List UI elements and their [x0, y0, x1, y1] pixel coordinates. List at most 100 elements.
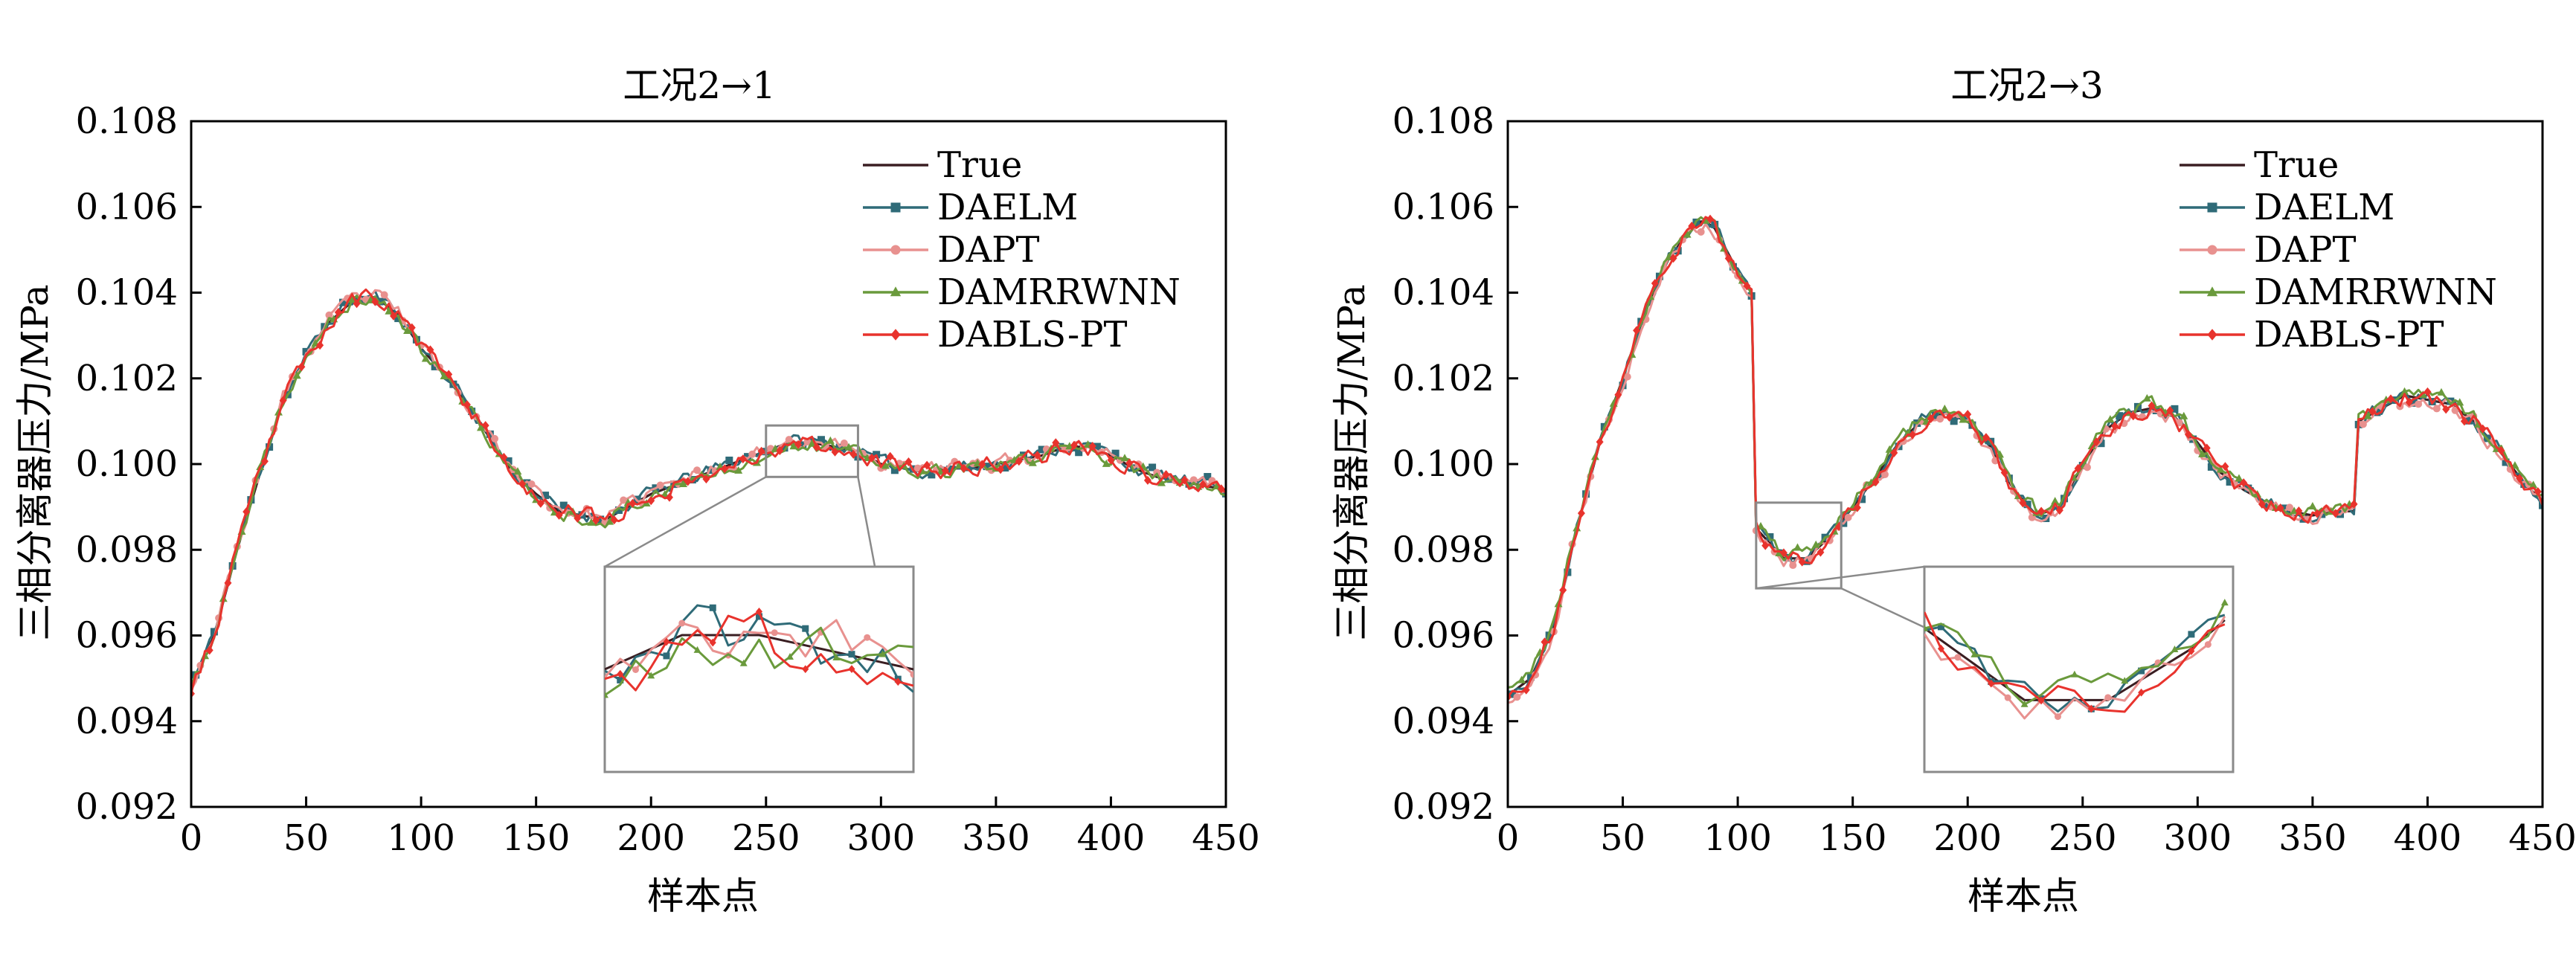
series-marker-dabls-pt	[1143, 475, 1152, 485]
inset-marker-dapt	[2104, 694, 2112, 701]
series-marker-dabls-pt	[298, 362, 306, 372]
inset-marker-dapt	[910, 671, 913, 678]
x-axis-label: 样本点	[647, 875, 759, 918]
series-marker-dabls-pt	[647, 496, 655, 506]
series-marker-daelm	[1526, 673, 1535, 681]
inset-marker-dabls-pt	[709, 638, 716, 647]
series-marker-dabls-pt	[2479, 424, 2487, 434]
series-marker-dabls-pt	[408, 323, 416, 332]
series-marker-daelm	[725, 457, 733, 465]
inset-marker-damrrwnn	[2220, 599, 2229, 606]
series-marker-dabls-pt	[1125, 458, 1134, 468]
chart-panel-left: 工况2→1 0 50 100 150 200 250 300 350 400 450 0.092 0.…	[13, 64, 1260, 918]
series-marker-daelm	[928, 471, 936, 479]
series-marker-dabls-pt	[445, 370, 453, 379]
x-tick-label: 150	[502, 817, 571, 859]
chart-panel-right: 工况2→3 0 50 100 150 200 250 300 350 400 450 0.092 0.…	[1330, 64, 2576, 918]
inset-marker-daelm	[709, 604, 716, 611]
inset-marker-dapt	[2204, 641, 2212, 648]
x-tick-label: 350	[2278, 817, 2347, 859]
series-marker-daelm	[1858, 495, 1866, 503]
series-line-damrrwnn	[191, 295, 1226, 689]
series-marker-dabls-pt	[463, 400, 471, 410]
series-marker-dabls-pt	[2184, 430, 2192, 440]
series-marker-damrrwnn	[2400, 387, 2409, 395]
series-marker-damrrwnn	[2290, 506, 2299, 515]
series-marker-dabls-pt	[2092, 437, 2101, 447]
inset-marker-damrrwnn	[2070, 670, 2078, 677]
series-marker-damrrwnn	[826, 436, 835, 444]
inset-line-dapt	[1924, 616, 2226, 720]
inset-marker-daelm	[1937, 623, 1944, 631]
inset-marker-damrrwnn	[786, 652, 794, 660]
series-marker-daelm	[486, 430, 494, 438]
legend-label: DAELM	[2254, 187, 2394, 228]
series-marker-damrrwnn	[2529, 480, 2538, 489]
series-marker-daelm	[2226, 477, 2234, 486]
series-marker-dabls-pt	[1779, 548, 1788, 558]
series-marker-dapt	[2083, 463, 2091, 471]
series-marker-damrrwnn	[385, 306, 394, 315]
inset-marker-damrrwnn	[832, 653, 841, 660]
inset-marker-damrrwnn	[2020, 700, 2029, 707]
series-marker-daelm	[302, 347, 310, 355]
legend-label: DABLS-PT	[2254, 314, 2444, 355]
series-marker-dabls-pt	[242, 507, 251, 517]
series-marker-damrrwnn	[458, 396, 467, 405]
series-marker-dapt	[840, 439, 848, 447]
series-marker-dabls-pt	[867, 453, 876, 463]
series-marker-daelm	[2097, 440, 2105, 448]
series-marker-dabls-pt	[831, 447, 839, 457]
x-tick-label: 300	[847, 817, 916, 859]
x-tick-label: 450	[1192, 817, 1260, 859]
inset-marker-damrrwnn	[605, 691, 608, 698]
y-axis-label: 三相分离器压力/MPa	[1330, 284, 1373, 640]
series-marker-daelm	[614, 506, 623, 515]
series-marker-damrrwnn	[2087, 441, 2096, 449]
inset-frame	[603, 565, 915, 773]
series-marker-dabls-pt	[2497, 445, 2505, 455]
series-marker-dapt	[1880, 471, 1889, 479]
series-marker-damrrwnn	[1885, 445, 1894, 453]
y-axis-label: 三相分离器压力/MPa	[13, 284, 57, 640]
series-marker-dabls-pt	[997, 465, 1005, 474]
legend-marker-dapt	[2207, 245, 2217, 255]
inset-marker-damrrwnn	[879, 650, 887, 657]
x-tick-label: 100	[387, 817, 455, 859]
y-tick-label: 0.092	[76, 786, 178, 828]
series-marker-damrrwnn	[1775, 549, 1784, 557]
inset-marker-dapt	[678, 619, 686, 627]
series-marker-dabls-pt	[610, 515, 618, 525]
series-marker-dabls-pt	[849, 449, 858, 459]
series-marker-dabls-pt	[1669, 254, 1677, 263]
series-marker-dabls-pt	[2000, 468, 2008, 477]
series-marker-damrrwnn	[734, 466, 743, 474]
series-marker-dabls-pt	[776, 445, 784, 455]
series-marker-dabls-pt	[1633, 326, 1641, 335]
series-marker-damrrwnn	[1683, 230, 1692, 238]
series-marker-dabls-pt	[1052, 438, 1060, 448]
series-marker-dabls-pt	[2240, 478, 2248, 488]
inset-marker-dabls-pt	[756, 607, 762, 616]
series-marker-damrrwnn	[347, 295, 356, 303]
series-marker-damrrwnn	[476, 423, 485, 431]
series-marker-dabls-pt	[518, 479, 527, 489]
series-marker-daelm	[2244, 484, 2252, 492]
series-marker-daelm	[707, 466, 715, 474]
series-marker-daelm	[799, 441, 807, 449]
series-marker-dabls-pt	[2203, 443, 2211, 453]
series-marker-damrrwnn	[1157, 478, 1166, 486]
series-marker-dabls-pt	[2276, 503, 2284, 512]
series-marker-daelm	[1931, 411, 1939, 419]
series-marker-dabls-pt	[1817, 547, 1825, 557]
series-marker-dapt	[2415, 400, 2423, 408]
series-marker-dabls-pt	[2331, 509, 2339, 518]
series-marker-dabls-pt	[1559, 585, 1567, 595]
inset-marker-dapt	[771, 629, 778, 637]
inset-marker-daelm	[617, 676, 624, 683]
series-marker-dabls-pt	[260, 457, 269, 466]
legend-marker-daelm	[890, 202, 901, 213]
series-marker-damrrwnn	[2180, 411, 2188, 419]
series-marker-dabls-pt	[536, 498, 545, 508]
